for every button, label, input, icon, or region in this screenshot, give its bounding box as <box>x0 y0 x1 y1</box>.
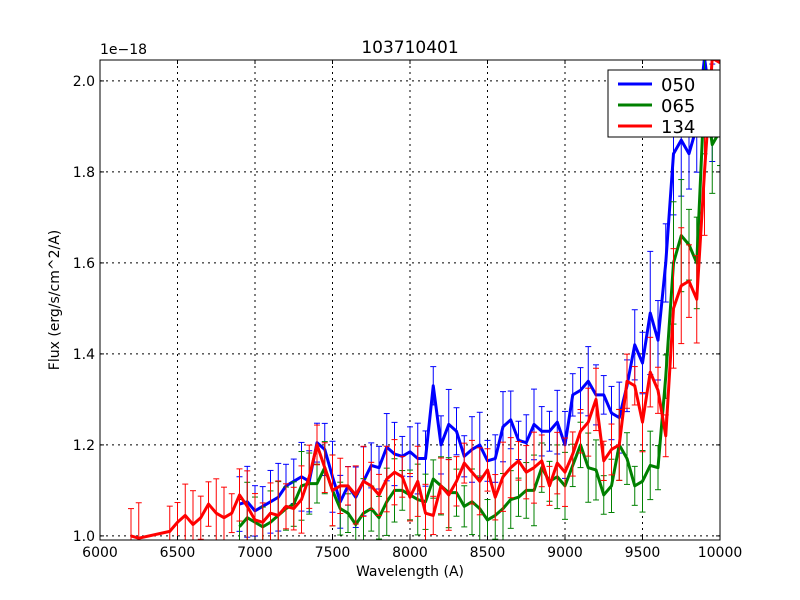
x-tick-label: 10000 <box>698 545 743 561</box>
x-tick-label: 6000 <box>82 545 118 561</box>
y-offset-label: 1e−18 <box>100 42 147 58</box>
chart-title: 103710401 <box>361 38 458 58</box>
x-axis-label: Wavelength (A) <box>356 564 464 580</box>
y-tick-label: 1.4 <box>73 347 95 363</box>
x-tick-label: 8000 <box>392 545 428 561</box>
y-axis-label: Flux (erg/s/cm^2/A) <box>47 230 63 370</box>
y-tick-label: 1.2 <box>73 438 95 454</box>
x-tick-label: 7500 <box>315 545 351 561</box>
x-tick-label: 7000 <box>237 545 273 561</box>
x-tick-label: 6500 <box>160 545 196 561</box>
y-tick-label: 1.0 <box>73 529 95 545</box>
x-tick-label: 8500 <box>470 545 506 561</box>
y-tick-label: 1.8 <box>73 165 95 181</box>
y-tick-label: 2.0 <box>73 74 95 90</box>
x-tick-label: 9500 <box>625 545 661 561</box>
plot-area <box>128 60 720 540</box>
legend-label-134: 134 <box>661 117 695 138</box>
ticks: 6000 6500 7000 7500 8000 8500 9000 9500 10000 1.0… <box>73 60 743 561</box>
series-line-134 <box>130 60 720 540</box>
y-tick-label: 1.6 <box>73 256 95 272</box>
legend-label-050: 050 <box>661 75 695 96</box>
x-tick-label: 9000 <box>547 545 583 561</box>
legend-label-065: 065 <box>661 96 695 117</box>
